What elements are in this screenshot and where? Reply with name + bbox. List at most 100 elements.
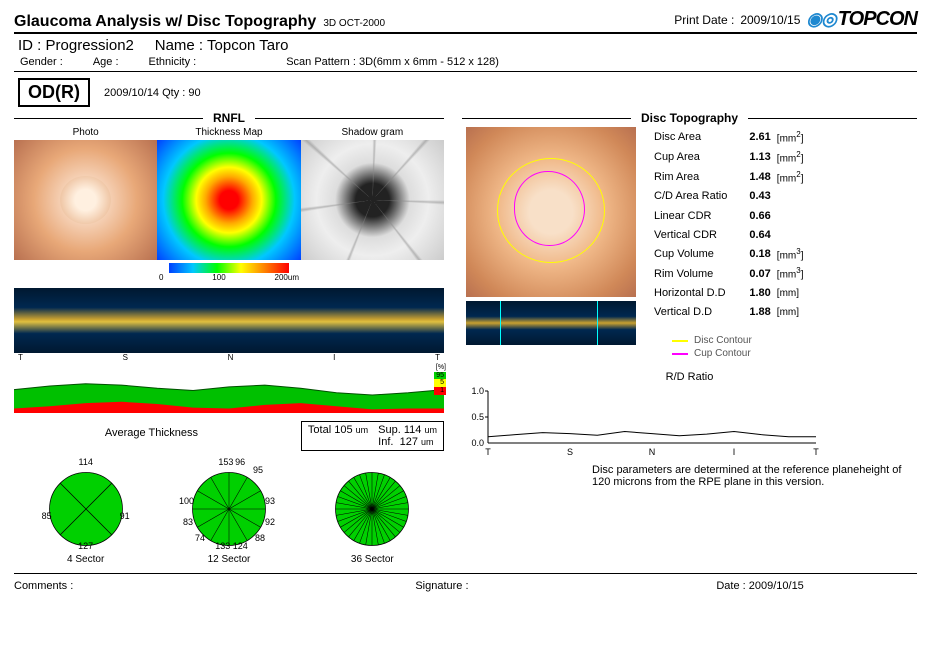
param-val: 2.61 — [749, 129, 774, 147]
param-key: Rim Area — [654, 169, 747, 187]
disc-legend-label: Disc Contour — [694, 335, 752, 346]
svg-text:T: T — [813, 447, 819, 457]
svg-text:N: N — [649, 447, 656, 457]
ax-n: N — [228, 353, 234, 362]
thickness-label: Thickness Map — [157, 127, 300, 138]
param-unit: [mm2] — [777, 129, 804, 147]
total-val: 105 — [334, 424, 352, 436]
sup-val: 114 — [404, 424, 422, 436]
svg-text:0.0: 0.0 — [471, 438, 484, 448]
tsnit-plot: [%] 95 5 1 — [14, 368, 444, 413]
colorbar — [169, 263, 289, 273]
eye-row: OD(R) 2009/10/14 Qty : 90 — [14, 72, 917, 109]
param-key: Linear CDR — [654, 208, 747, 225]
sector4-label: 4 Sector — [48, 554, 124, 565]
param-key: Vertical D.D — [654, 304, 747, 321]
print-date-label: Print Date : — [674, 13, 734, 27]
param-val: 0.07 — [749, 265, 774, 283]
sector4-svg — [48, 471, 124, 547]
param-unit: [mm2] — [777, 169, 804, 187]
print-date-value: 2009/10/15 — [740, 13, 800, 27]
svg-text:0.5: 0.5 — [471, 412, 484, 422]
param-val: 0.18 — [749, 246, 774, 264]
shadow-label: Shadow gram — [301, 127, 444, 138]
sup-label: Sup. — [378, 424, 401, 436]
ethnicity-label: Ethnicity : — [149, 56, 197, 68]
sector36-label: 36 Sector — [334, 554, 410, 565]
title-main: Glaucoma Analysis w/ Disc Topography — [14, 13, 316, 30]
param-key: Vertical CDR — [654, 227, 747, 244]
param-val: 1.80 — [749, 285, 774, 302]
param-val: 0.64 — [749, 227, 774, 244]
cup-swatch — [672, 353, 688, 355]
inf-label: Inf. — [378, 436, 393, 448]
patient-id-row: ID : Progression2 Name : Topcon Taro — [14, 34, 917, 54]
disc-note: Disc parameters are determined at the re… — [462, 464, 917, 488]
photo-label: Photo — [14, 127, 157, 138]
param-key: C/D Area Ratio — [654, 188, 747, 205]
disc-image — [466, 127, 636, 297]
brand-text: TOPCON — [838, 8, 917, 31]
param-key: Disc Area — [654, 129, 747, 147]
inf-val: 127 — [400, 436, 418, 448]
scan-pattern-label: Scan Pattern : — [286, 56, 356, 68]
param-val: 1.88 — [749, 304, 774, 321]
param-unit: [mm3] — [777, 265, 804, 283]
svg-text:I: I — [733, 447, 736, 457]
footer-date-label: Date : — [716, 580, 745, 592]
shadow-gram — [301, 140, 444, 260]
cb-min: 0 — [159, 273, 163, 282]
disc-title: Disc Topography — [631, 111, 748, 125]
param-key: Cup Area — [654, 149, 747, 167]
svg-text:S: S — [567, 447, 573, 457]
name-value: Topcon Taro — [207, 37, 288, 54]
header-bar: Glaucoma Analysis w/ Disc Topography 3D … — [14, 8, 917, 34]
sector-4: 114 91 127 85 4 Sector — [48, 457, 124, 565]
cb-max: 200um — [275, 273, 299, 282]
rnfl-header: RNFL — [14, 111, 444, 125]
rd-svg: 1.00.50.0TSNIT — [462, 387, 822, 457]
svg-text:T: T — [485, 447, 491, 457]
ax-t: T — [18, 353, 23, 362]
cup-contour — [514, 171, 585, 246]
rnfl-column: RNFL Photo Thickness Map 0 100 200um Sha… — [14, 111, 444, 565]
ax-s: S — [123, 353, 128, 362]
rd-title: R/D Ratio — [462, 371, 917, 383]
eye-indicator: OD(R) — [18, 78, 90, 107]
rnfl-title: RNFL — [203, 111, 255, 125]
param-unit: [mm2] — [777, 149, 804, 167]
cb-mid: 100 — [212, 273, 225, 282]
globe-icon: ◉◎ — [806, 9, 835, 30]
disc-flex: Disc Area2.61[mm2]Cup Area1.13[mm2]Rim A… — [462, 127, 917, 361]
signature-label: Signature : — [415, 580, 468, 592]
oct-bscan — [14, 288, 444, 353]
sector36-svg — [334, 471, 410, 547]
param-unit: [mm] — [777, 285, 804, 302]
device-model: 3D OCT-2000 — [323, 18, 385, 29]
param-key: Cup Volume — [654, 246, 747, 264]
gender-label: Gender : — [20, 56, 63, 68]
report-title: Glaucoma Analysis w/ Disc Topography 3D … — [14, 13, 385, 31]
param-unit: [mm3] — [777, 246, 804, 264]
content-area: RNFL Photo Thickness Map 0 100 200um Sha… — [14, 111, 917, 565]
rd-chart: R/D Ratio 1.00.50.0TSNIT — [462, 371, 917, 460]
brand-logo: ◉◎ TOPCON — [806, 8, 917, 31]
disc-swatch — [672, 340, 688, 342]
param-unit — [777, 208, 804, 225]
avg-row: Average Thickness Total 105 um Sup. 114 … — [14, 421, 444, 451]
sector-36: 36 Sector — [334, 457, 410, 565]
signature-row: Comments : Signature : Date : 2009/10/15 — [14, 573, 917, 592]
cup-legend-label: Cup Contour — [694, 348, 751, 359]
name-label: Name : — [155, 37, 203, 54]
total-label: Total — [308, 424, 331, 436]
id-label: ID : — [18, 37, 41, 54]
disc-bscan — [466, 301, 636, 345]
disc-header: Disc Topography — [462, 111, 917, 125]
patient-meta-row: Gender : Age : Ethnicity : Scan Pattern … — [14, 54, 917, 72]
footer-date: 2009/10/15 — [749, 580, 804, 592]
param-val: 0.43 — [749, 188, 774, 205]
param-val: 0.66 — [749, 208, 774, 225]
param-key: Rim Volume — [654, 265, 747, 283]
ax-i: I — [333, 353, 335, 362]
contour-legend: Disc Contour Cup Contour — [672, 335, 805, 359]
